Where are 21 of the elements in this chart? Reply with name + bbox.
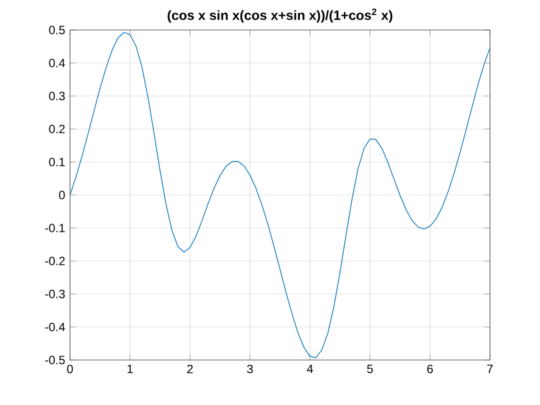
y-tick-label: -0.4: [45, 322, 65, 332]
y-tick-label: -0.1: [45, 224, 65, 232]
y-tick-label: 0: [59, 190, 65, 200]
line-series: [70, 32, 490, 358]
x-tick-label: 2: [187, 364, 193, 374]
y-tick-label: -0.5: [45, 356, 65, 364]
y-tick-label: 0.1: [49, 158, 65, 166]
y-tick-label: -0.3: [45, 290, 65, 298]
y-tick-label: 0.5: [49, 26, 65, 34]
x-tick-label: 0: [67, 364, 73, 374]
x-tick-label: 6: [427, 364, 433, 374]
x-tick-label: 3: [247, 364, 253, 374]
y-tick-label: 0.3: [49, 92, 65, 100]
y-tick-label: 0.4: [49, 58, 65, 68]
x-tick-label: 5: [367, 364, 373, 374]
x-tick-label: 1: [128, 364, 133, 373]
y-tick-label: 0.2: [49, 124, 65, 134]
x-tick-label: 4: [306, 364, 313, 373]
x-tick-label: 7: [487, 364, 493, 373]
chart-title: (cos x sin x(cos x+sin x))/(1+cos$^{2}$ x): [168, 8, 392, 23]
y-tick-label: -0.2: [45, 256, 65, 266]
